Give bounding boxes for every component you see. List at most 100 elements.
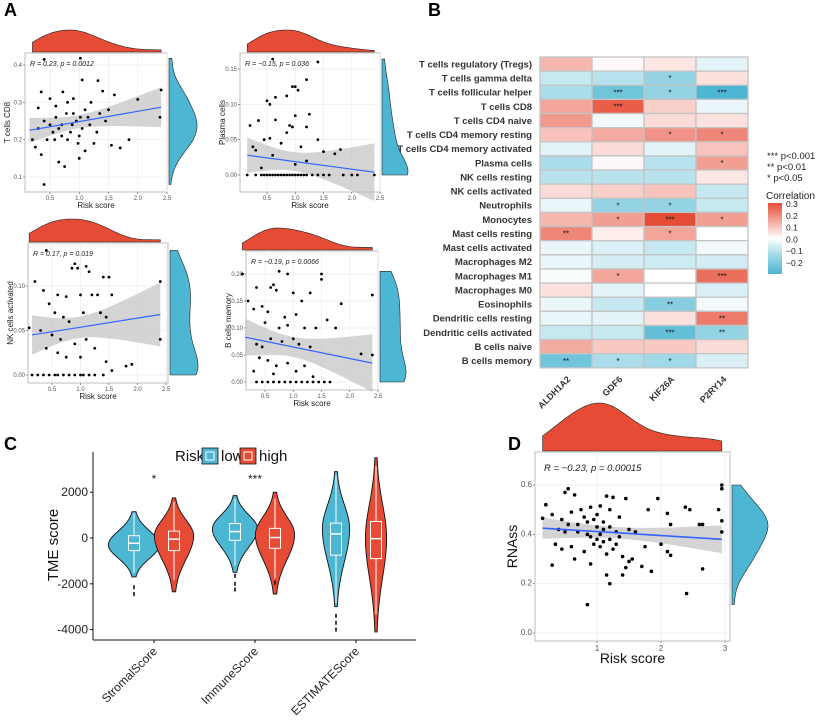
data-point	[286, 361, 289, 365]
legend-key-low: low	[201, 447, 244, 465]
heatmap-cell	[643, 155, 697, 171]
data-point	[601, 527, 606, 532]
data-point	[665, 549, 670, 554]
significance-mark: *	[668, 201, 671, 210]
data-point	[296, 88, 300, 92]
data-point	[79, 56, 82, 60]
data-point	[327, 173, 331, 177]
data-point	[544, 502, 548, 507]
legend-swatch-box	[243, 451, 253, 461]
right-density-curve	[731, 484, 769, 605]
data-point	[299, 145, 303, 149]
data-point	[56, 373, 60, 377]
heatmap-cell	[643, 240, 697, 256]
data-point	[294, 313, 298, 316]
data-point	[98, 112, 102, 115]
data-point	[36, 106, 40, 110]
heatmap-cell	[591, 296, 645, 312]
data-point	[70, 123, 74, 127]
data-point	[598, 532, 602, 537]
x-tick-label: 1	[595, 644, 600, 653]
data-point	[341, 173, 345, 177]
data-point	[48, 97, 52, 100]
data-point	[42, 58, 46, 61]
heatmap-cell	[539, 211, 593, 228]
data-point	[57, 160, 61, 164]
heatmap-cell	[591, 310, 645, 327]
row-label: NK cells activated	[451, 187, 533, 198]
heatmap-cell	[539, 338, 593, 355]
data-point	[260, 380, 264, 384]
data-point	[73, 262, 77, 266]
data-point	[272, 283, 275, 287]
data-point	[39, 153, 43, 157]
right-density-curve	[381, 58, 409, 176]
data-point	[279, 173, 283, 177]
x-tick-label: 0.5	[46, 196, 55, 202]
data-point	[282, 173, 286, 177]
y-tick-label: 0.15	[225, 67, 237, 73]
data-point	[86, 115, 90, 119]
data-point	[585, 532, 590, 537]
legend-title: Risk	[175, 448, 205, 465]
data-point	[540, 516, 545, 521]
data-point	[77, 156, 81, 160]
data-point	[563, 530, 567, 534]
data-point	[334, 326, 338, 330]
x-tick-label: 1.0	[289, 394, 298, 400]
significance-mark: *	[720, 215, 723, 224]
confidence-band	[29, 87, 162, 143]
x-tick-label: 2.0	[346, 394, 355, 400]
heatmap-cell	[539, 254, 593, 270]
data-point	[110, 143, 113, 147]
correlation-annotation: R = −0.19, p = 0.0066	[251, 259, 319, 266]
data-point	[668, 553, 673, 558]
y-tick-label: 0.05	[225, 138, 237, 144]
significance-mark: ***	[613, 102, 622, 111]
data-point	[268, 102, 272, 106]
data-point	[245, 173, 249, 177]
data-point	[266, 310, 270, 314]
data-point	[271, 173, 275, 177]
box	[168, 530, 180, 552]
data-point	[624, 565, 628, 570]
data-point	[93, 346, 97, 350]
heatmap-cell	[539, 310, 593, 327]
data-point	[280, 340, 284, 343]
data-point	[255, 342, 258, 346]
category-label: StromalScore	[99, 644, 161, 706]
data-point	[42, 289, 45, 292]
data-point	[70, 266, 74, 270]
data-point	[73, 342, 77, 346]
data-point	[697, 522, 702, 527]
data-point	[274, 288, 278, 292]
data-point	[92, 142, 96, 145]
data-point	[560, 517, 564, 522]
violin-high	[153, 497, 195, 593]
row-label: Monocytes	[482, 215, 532, 226]
row-label: T cells gamma delta	[442, 73, 533, 84]
data-point	[720, 530, 724, 534]
data-point	[271, 153, 275, 157]
data-point	[87, 373, 91, 377]
heatmap-cell	[591, 141, 645, 157]
data-point	[649, 569, 654, 574]
data-point	[601, 520, 606, 524]
heatmap-cell	[591, 225, 645, 242]
data-point	[350, 173, 354, 177]
data-point	[254, 173, 258, 177]
data-point	[305, 173, 308, 177]
data-point	[83, 108, 87, 112]
heatmap-cell	[643, 169, 697, 185]
data-point	[260, 305, 264, 308]
regression-line	[29, 106, 162, 131]
heatmap-cell	[643, 282, 697, 298]
panel-label-C: C	[4, 434, 17, 454]
data-point	[54, 104, 58, 108]
correlation-annotation: R = −0.15, p = 0.036	[245, 61, 309, 68]
violin-low	[211, 495, 259, 592]
data-point	[127, 138, 131, 142]
heatmap-cell	[643, 112, 697, 129]
data-point	[66, 138, 69, 142]
data-point	[592, 517, 596, 522]
